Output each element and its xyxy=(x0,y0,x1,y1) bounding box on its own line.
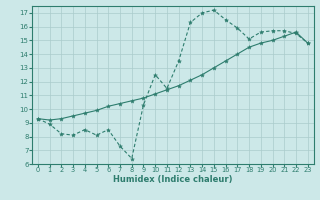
X-axis label: Humidex (Indice chaleur): Humidex (Indice chaleur) xyxy=(113,175,233,184)
